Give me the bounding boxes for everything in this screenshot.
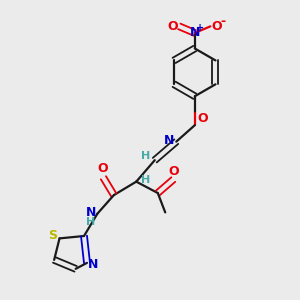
Text: O: O bbox=[198, 112, 208, 125]
Text: H: H bbox=[141, 175, 150, 185]
Text: N: N bbox=[88, 258, 98, 271]
Text: O: O bbox=[98, 162, 108, 175]
Text: O: O bbox=[167, 20, 178, 33]
Text: H: H bbox=[86, 217, 95, 227]
Text: -: - bbox=[220, 14, 225, 28]
Text: O: O bbox=[169, 165, 179, 178]
Text: +: + bbox=[196, 23, 204, 33]
Text: N: N bbox=[86, 206, 96, 219]
Text: O: O bbox=[212, 20, 222, 33]
Text: S: S bbox=[49, 229, 58, 242]
Text: N: N bbox=[190, 26, 200, 39]
Text: H: H bbox=[141, 151, 150, 161]
Text: N: N bbox=[164, 134, 174, 147]
